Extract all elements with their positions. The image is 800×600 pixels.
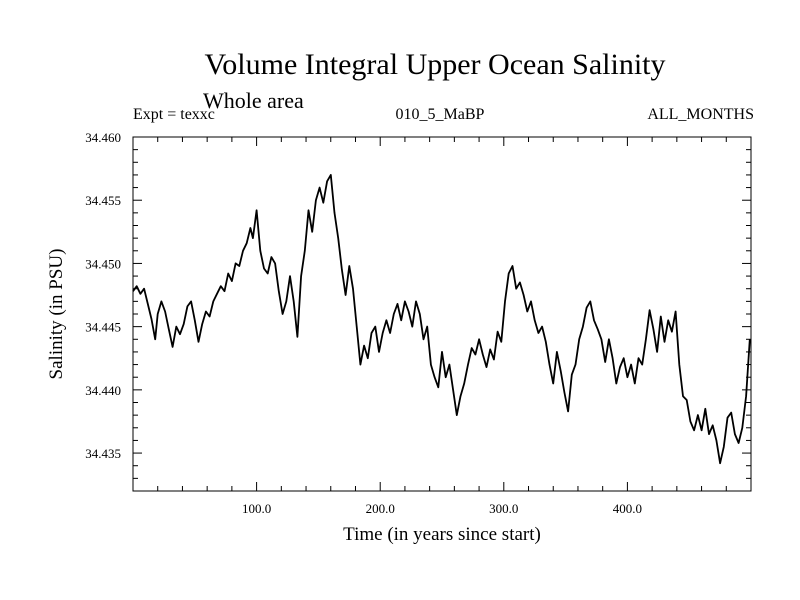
chart-subtitle: Whole area [203,88,304,113]
salinity-series-line [132,174,751,465]
y-tick-label: 34.435 [85,446,121,461]
y-tick-label: 34.460 [85,130,121,145]
run-id-label: 010_5_MaBP [395,106,485,123]
x-tick-label: 200.0 [366,501,395,516]
axis-ticks [133,136,751,491]
x-tick-label: 100.0 [242,501,271,516]
experiment-label: Expt = texxc [133,106,215,123]
x-tick-label: 400.0 [613,501,642,516]
plot-frame [132,136,752,492]
tick-labels: 100.0 200.0 300.0 400.0 34.435 34.440 34.445 34… [85,130,642,516]
y-tick-label: 34.440 [85,383,121,398]
chart-title: Volume Integral Upper Ocean Salinity [204,48,666,81]
y-tick-label: 34.445 [85,320,121,335]
x-tick-label: 300.0 [489,501,518,516]
x-axis-label: Time (in years since start) [343,524,541,545]
y-tick-label: 34.455 [85,193,121,208]
y-tick-label: 34.450 [85,256,121,271]
months-label: ALL_MONTHS [647,106,754,123]
y-axis-label: Salinity (in PSU) [46,249,67,380]
